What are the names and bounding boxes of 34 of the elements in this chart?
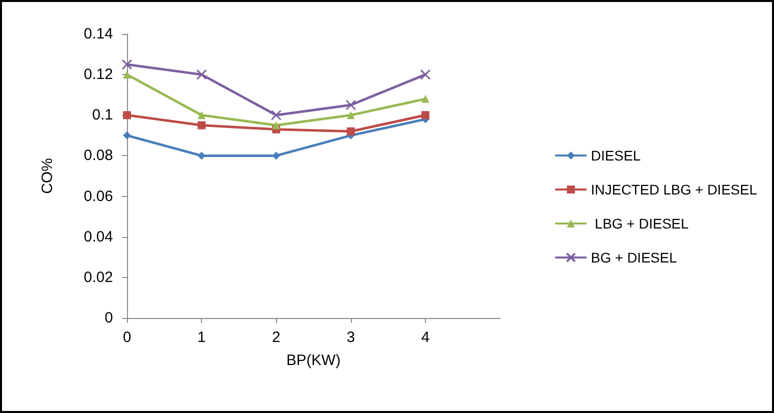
point [421, 94, 430, 103]
y-tick-label: 0.12 [84, 66, 113, 84]
legend-label: INJECTED LBG + DIESEL [590, 182, 758, 198]
y-tick-label: 0.06 [84, 188, 113, 205]
y-tick-label: 0.04 [84, 228, 113, 246]
x-tick-label: 3 [346, 329, 355, 346]
point [420, 69, 431, 80]
legend-label: DIESEL [590, 148, 641, 164]
point [346, 127, 355, 136]
point [198, 111, 206, 120]
point [272, 121, 280, 130]
point [346, 111, 355, 120]
y-tick-label: 0.02 [84, 268, 113, 286]
point [123, 111, 131, 120]
y-tick-label: 0.14 [84, 26, 113, 42]
y-tick-label: 0 [104, 310, 113, 326]
point [270, 110, 282, 120]
point [123, 70, 131, 79]
legend-label: BG + DIESEL [590, 250, 678, 266]
point [346, 100, 356, 110]
point [198, 121, 206, 130]
point [421, 111, 430, 120]
point [122, 59, 132, 70]
x-tick-label: 4 [421, 329, 430, 346]
x-axis-title: BP(KW) [286, 352, 341, 369]
y-tick-label: 0.1 [92, 106, 113, 124]
x-tick-label: 1 [197, 329, 206, 346]
x-tick-label: 2 [272, 329, 280, 346]
legend-label: LBG + DIESEL [590, 216, 689, 232]
y-tick-label: 0.08 [84, 147, 113, 164]
point [196, 69, 207, 80]
point [123, 131, 131, 140]
y-axis-title: CO% [39, 158, 56, 194]
x-tick-label: 0 [122, 329, 132, 346]
